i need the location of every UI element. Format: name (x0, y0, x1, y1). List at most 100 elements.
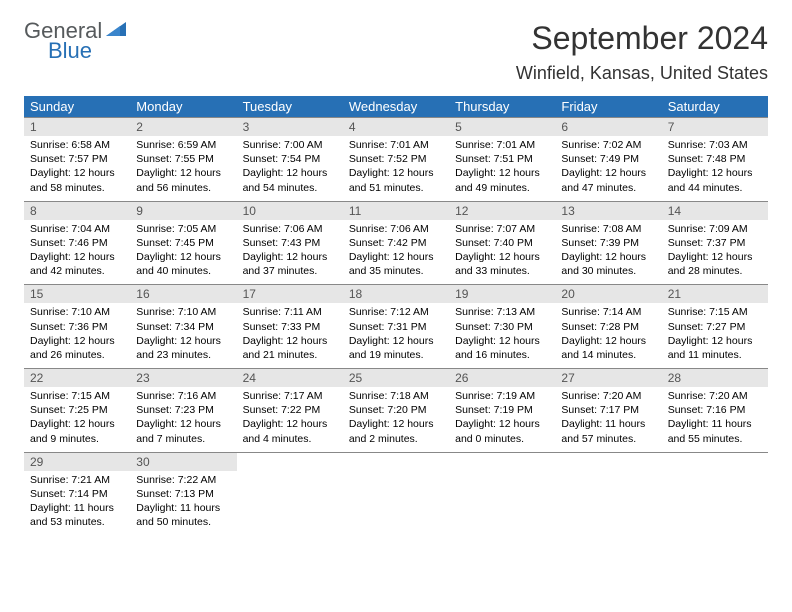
calendar-row: 22Sunrise: 7:15 AMSunset: 7:25 PMDayligh… (24, 369, 768, 453)
day-body: Sunrise: 7:07 AMSunset: 7:40 PMDaylight:… (449, 220, 555, 285)
day-body: Sunrise: 6:59 AMSunset: 7:55 PMDaylight:… (130, 136, 236, 201)
day-number: 28 (662, 369, 768, 387)
sunrise-text: Sunrise: 6:59 AM (136, 138, 230, 152)
sunrise-text: Sunrise: 7:02 AM (561, 138, 655, 152)
day-number: 1 (24, 118, 130, 136)
day-body: Sunrise: 7:18 AMSunset: 7:20 PMDaylight:… (343, 387, 449, 452)
daylight-text: Daylight: 12 hours (243, 417, 337, 431)
day-body: Sunrise: 7:09 AMSunset: 7:37 PMDaylight:… (662, 220, 768, 285)
day-body: Sunrise: 7:20 AMSunset: 7:17 PMDaylight:… (555, 387, 661, 452)
weekday-header: Thursday (449, 96, 555, 118)
daylight-text: Daylight: 12 hours (668, 166, 762, 180)
calendar-cell: 5Sunrise: 7:01 AMSunset: 7:51 PMDaylight… (449, 118, 555, 202)
sunrise-text: Sunrise: 7:18 AM (349, 389, 443, 403)
calendar-cell: 10Sunrise: 7:06 AMSunset: 7:43 PMDayligh… (237, 201, 343, 285)
sunrise-text: Sunrise: 7:13 AM (455, 305, 549, 319)
daylight-text: and 30 minutes. (561, 264, 655, 278)
logo-text-2: Blue (24, 40, 128, 62)
day-number: 20 (555, 285, 661, 303)
daylight-text: and 11 minutes. (668, 348, 762, 362)
sunset-text: Sunset: 7:25 PM (30, 403, 124, 417)
daylight-text: Daylight: 12 hours (30, 417, 124, 431)
sunset-text: Sunset: 7:37 PM (668, 236, 762, 250)
sunset-text: Sunset: 7:52 PM (349, 152, 443, 166)
daylight-text: and 58 minutes. (30, 181, 124, 195)
calendar-body: 1Sunrise: 6:58 AMSunset: 7:57 PMDaylight… (24, 118, 768, 536)
daylight-text: Daylight: 12 hours (349, 166, 443, 180)
calendar-cell (343, 452, 449, 535)
sunrise-text: Sunrise: 7:10 AM (30, 305, 124, 319)
sunset-text: Sunset: 7:51 PM (455, 152, 549, 166)
title-block: September 2024 Winfield, Kansas, United … (516, 20, 768, 84)
day-number: 10 (237, 202, 343, 220)
daylight-text: Daylight: 12 hours (455, 334, 549, 348)
daylight-text: Daylight: 11 hours (136, 501, 230, 515)
daylight-text: Daylight: 12 hours (30, 166, 124, 180)
daylight-text: and 57 minutes. (561, 432, 655, 446)
daylight-text: Daylight: 12 hours (136, 166, 230, 180)
sunset-text: Sunset: 7:14 PM (30, 487, 124, 501)
calendar-cell: 3Sunrise: 7:00 AMSunset: 7:54 PMDaylight… (237, 118, 343, 202)
day-number: 24 (237, 369, 343, 387)
sunrise-text: Sunrise: 7:10 AM (136, 305, 230, 319)
calendar-cell: 4Sunrise: 7:01 AMSunset: 7:52 PMDaylight… (343, 118, 449, 202)
sunrise-text: Sunrise: 7:22 AM (136, 473, 230, 487)
calendar-cell: 7Sunrise: 7:03 AMSunset: 7:48 PMDaylight… (662, 118, 768, 202)
daylight-text: Daylight: 11 hours (30, 501, 124, 515)
sunset-text: Sunset: 7:20 PM (349, 403, 443, 417)
sunset-text: Sunset: 7:16 PM (668, 403, 762, 417)
day-body: Sunrise: 7:13 AMSunset: 7:30 PMDaylight:… (449, 303, 555, 368)
day-number: 12 (449, 202, 555, 220)
day-body: Sunrise: 7:17 AMSunset: 7:22 PMDaylight:… (237, 387, 343, 452)
sunset-text: Sunset: 7:36 PM (30, 320, 124, 334)
calendar-table: SundayMondayTuesdayWednesdayThursdayFrid… (24, 96, 768, 535)
sunrise-text: Sunrise: 7:01 AM (349, 138, 443, 152)
day-number: 19 (449, 285, 555, 303)
day-body: Sunrise: 7:16 AMSunset: 7:23 PMDaylight:… (130, 387, 236, 452)
day-number: 7 (662, 118, 768, 136)
daylight-text: and 19 minutes. (349, 348, 443, 362)
daylight-text: and 35 minutes. (349, 264, 443, 278)
daylight-text: and 26 minutes. (30, 348, 124, 362)
day-body: Sunrise: 6:58 AMSunset: 7:57 PMDaylight:… (24, 136, 130, 201)
sunset-text: Sunset: 7:34 PM (136, 320, 230, 334)
calendar-cell: 6Sunrise: 7:02 AMSunset: 7:49 PMDaylight… (555, 118, 661, 202)
daylight-text: and 23 minutes. (136, 348, 230, 362)
daylight-text: and 44 minutes. (668, 181, 762, 195)
daylight-text: and 2 minutes. (349, 432, 443, 446)
day-body: Sunrise: 7:19 AMSunset: 7:19 PMDaylight:… (449, 387, 555, 452)
sunset-text: Sunset: 7:42 PM (349, 236, 443, 250)
calendar-cell: 25Sunrise: 7:18 AMSunset: 7:20 PMDayligh… (343, 369, 449, 453)
calendar-cell: 15Sunrise: 7:10 AMSunset: 7:36 PMDayligh… (24, 285, 130, 369)
sunset-text: Sunset: 7:46 PM (30, 236, 124, 250)
day-number: 22 (24, 369, 130, 387)
sunset-text: Sunset: 7:39 PM (561, 236, 655, 250)
daylight-text: and 21 minutes. (243, 348, 337, 362)
calendar-cell: 22Sunrise: 7:15 AMSunset: 7:25 PMDayligh… (24, 369, 130, 453)
sunrise-text: Sunrise: 6:58 AM (30, 138, 124, 152)
daylight-text: and 55 minutes. (668, 432, 762, 446)
daylight-text: Daylight: 12 hours (243, 166, 337, 180)
daylight-text: and 40 minutes. (136, 264, 230, 278)
daylight-text: and 51 minutes. (349, 181, 443, 195)
calendar-cell (662, 452, 768, 535)
daylight-text: Daylight: 12 hours (136, 334, 230, 348)
sunrise-text: Sunrise: 7:00 AM (243, 138, 337, 152)
day-body: Sunrise: 7:03 AMSunset: 7:48 PMDaylight:… (662, 136, 768, 201)
day-number: 25 (343, 369, 449, 387)
calendar-cell: 1Sunrise: 6:58 AMSunset: 7:57 PMDaylight… (24, 118, 130, 202)
sunset-text: Sunset: 7:45 PM (136, 236, 230, 250)
sunset-text: Sunset: 7:17 PM (561, 403, 655, 417)
daylight-text: Daylight: 12 hours (349, 417, 443, 431)
day-number: 13 (555, 202, 661, 220)
sunrise-text: Sunrise: 7:17 AM (243, 389, 337, 403)
sunset-text: Sunset: 7:27 PM (668, 320, 762, 334)
calendar-cell: 21Sunrise: 7:15 AMSunset: 7:27 PMDayligh… (662, 285, 768, 369)
daylight-text: Daylight: 12 hours (668, 334, 762, 348)
sunset-text: Sunset: 7:13 PM (136, 487, 230, 501)
calendar-cell: 18Sunrise: 7:12 AMSunset: 7:31 PMDayligh… (343, 285, 449, 369)
daylight-text: and 14 minutes. (561, 348, 655, 362)
daylight-text: Daylight: 11 hours (668, 417, 762, 431)
daylight-text: Daylight: 12 hours (349, 334, 443, 348)
sunset-text: Sunset: 7:49 PM (561, 152, 655, 166)
